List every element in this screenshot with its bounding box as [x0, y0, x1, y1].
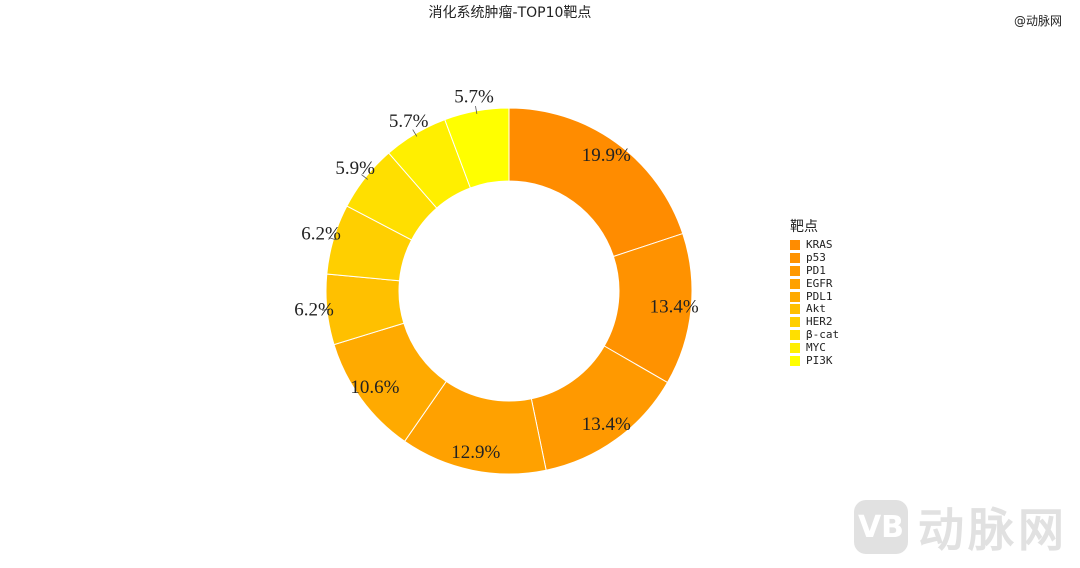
legend-label: EGFR	[806, 276, 833, 290]
legend-item-EGFR: EGFR	[790, 277, 839, 290]
label-leader-HER2	[328, 237, 337, 241]
legend-swatch	[790, 253, 800, 264]
legend-swatch	[790, 329, 800, 340]
legend-swatch	[790, 355, 800, 366]
legend-item-KRAS: KRAS	[790, 239, 839, 252]
legend-item-β-cat: β-cat	[790, 327, 840, 342]
legend-swatch	[790, 342, 800, 353]
legend-title: 靶点	[790, 219, 818, 235]
slice-KRAS	[508, 107, 684, 258]
legend-swatch	[790, 265, 800, 276]
legend-label: PI3K	[806, 353, 833, 367]
legend-label: β-cat	[806, 327, 840, 341]
data-label-KRAS: 19.9%	[582, 145, 631, 166]
legend-item-HER2: HER2	[790, 316, 839, 329]
data-label-PI3K: 5.7%	[454, 86, 494, 107]
data-label-MYC: 5.7%	[389, 111, 429, 132]
legend-swatch	[790, 278, 800, 289]
label-leader-β-cat	[361, 174, 368, 180]
data-label-EGFR: 12.9%	[451, 442, 500, 463]
label-leader-MYC	[412, 129, 418, 137]
watermark-text: 动脉网	[918, 503, 1068, 557]
legend-item-MYC: MYC	[790, 341, 839, 354]
label-leader-Akt	[321, 308, 330, 311]
corner-watermark: @动脉网	[1013, 14, 1062, 28]
legend-swatch	[790, 304, 800, 315]
data-label-PDL1: 10.6%	[350, 377, 399, 398]
legend-item-Akt: Akt	[790, 303, 839, 316]
data-label-β-cat: 5.9%	[335, 158, 375, 179]
label-leader-PI3K	[475, 105, 478, 114]
legend-swatch	[790, 291, 800, 302]
data-label-Akt: 6.2%	[294, 299, 334, 320]
slice-PI3K	[444, 107, 510, 189]
legend-label: PDL1	[806, 289, 833, 303]
chart-title: 消化系统肿瘤-TOP10靶点	[428, 5, 592, 21]
legend-items: KRAS p53 PD1 EGFR PDL1 Akt HER2 β-cat MYC PI3K	[790, 239, 839, 367]
data-label-p53: 13.4%	[650, 296, 699, 317]
legend-item-p53: p53	[790, 252, 839, 265]
legend-label: Akt	[806, 302, 826, 316]
legend-swatch	[790, 240, 800, 251]
legend-label: KRAS	[806, 238, 833, 252]
data-label-PD1: 13.4%	[582, 414, 631, 435]
legend-label: PD1	[806, 263, 826, 277]
legend: 靶点 KRAS p53 PD1 EGFR PDL1 Akt HER2 β-cat MYC PI3K	[790, 216, 839, 367]
legend-item-PI3K: PI3K	[790, 354, 839, 367]
watermark-logo-icon: VB	[854, 500, 908, 554]
data-label-HER2: 6.2%	[301, 224, 341, 245]
watermark: VB 动脉网	[854, 494, 1068, 560]
legend-item-PD1: PD1	[790, 263, 839, 278]
legend-item-PDL1: PDL1	[790, 290, 839, 303]
legend-swatch	[790, 317, 800, 328]
legend-label: MYC	[806, 340, 826, 354]
legend-label: p53	[806, 251, 826, 265]
legend-label: HER2	[806, 315, 833, 329]
